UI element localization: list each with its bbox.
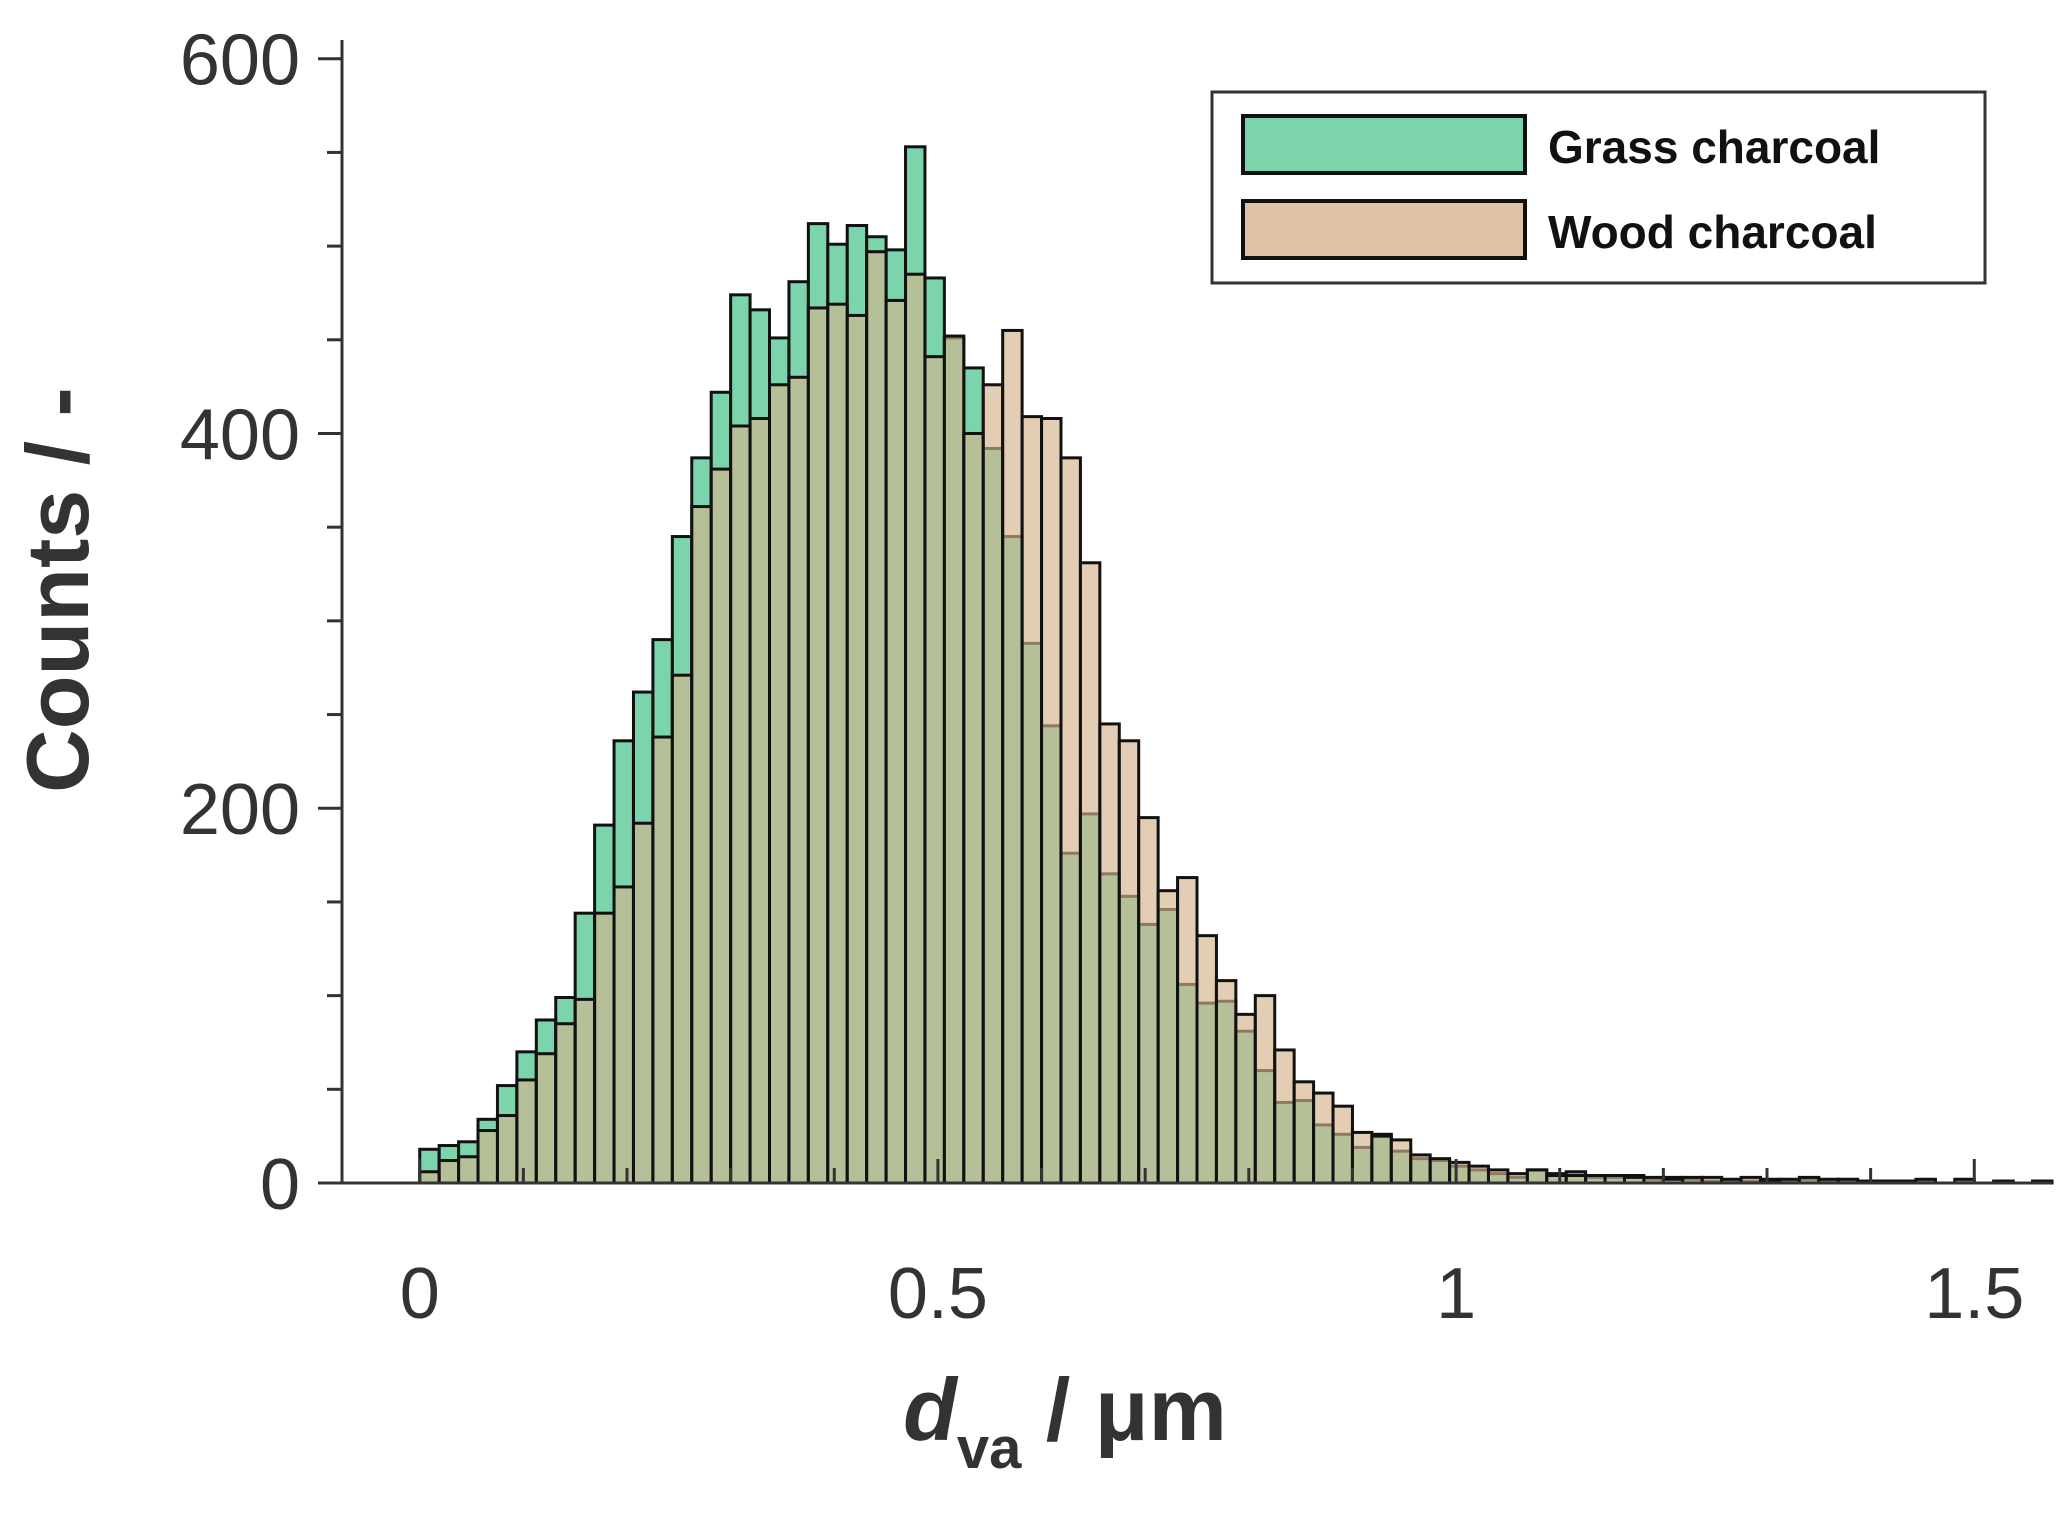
wood-bar	[826, 302, 849, 1185]
wood-bar	[942, 334, 966, 1185]
wood-bar	[962, 431, 985, 1185]
wood-bar	[1428, 1157, 1452, 1185]
wood-bar	[806, 306, 830, 1185]
wood-bar	[1312, 1091, 1335, 1185]
x-tick-label: 0	[400, 1254, 440, 1334]
x-tick-label: 1	[1436, 1254, 1476, 1334]
wood-bar	[1253, 994, 1277, 1185]
wood-bar	[1137, 816, 1160, 1185]
x-axis-title-main: d	[903, 1360, 959, 1459]
wood-bar	[593, 911, 616, 1185]
legend-swatch-wood	[1241, 199, 1527, 260]
wood-bar	[1117, 739, 1141, 1185]
wood-bar	[1370, 1134, 1393, 1185]
y-tick-label: 600	[180, 21, 300, 101]
x-tick-label: 0.5	[888, 1254, 988, 1334]
wood-bar	[1350, 1130, 1374, 1185]
wood-bar	[1098, 722, 1121, 1185]
tick-labels: 0 200 400 600 0 0.5 1 1.5	[180, 21, 2024, 1334]
y-tick-label: 0	[260, 1145, 300, 1225]
wood-bar	[1467, 1164, 1490, 1185]
legend-label-grass: Grass charcoal	[1548, 121, 1880, 173]
wood-bar	[651, 735, 674, 1185]
wood-bar	[1059, 456, 1082, 1185]
legend-label-wood: Wood charcoal	[1548, 206, 1877, 258]
axes	[318, 40, 2052, 1185]
x-tick-label: 1.5	[1924, 1254, 2024, 1334]
x-axis-title-subscript: va	[957, 1416, 1022, 1481]
wood-bar	[1331, 1104, 1354, 1185]
wood-bar	[1078, 561, 1102, 1185]
wood-bar	[845, 313, 869, 1185]
wood-bar	[573, 997, 597, 1185]
wood-bar	[1176, 876, 1199, 1185]
wood-bar	[709, 467, 733, 1185]
wood-bar	[865, 250, 888, 1185]
wood-bar	[904, 272, 927, 1185]
wood-bar	[476, 1129, 499, 1185]
wood-bar	[768, 383, 791, 1185]
wood-bar	[690, 505, 713, 1185]
legend-swatch-grass	[1241, 114, 1527, 175]
wood-bar	[1486, 1168, 1510, 1185]
x-axis-title-unit: / μm	[1021, 1360, 1226, 1459]
wood-bar	[884, 298, 908, 1185]
wood-bar	[1448, 1160, 1471, 1185]
wood-bar	[1020, 415, 1044, 1185]
wood-bar	[554, 1022, 577, 1185]
wood-bar	[748, 417, 771, 1185]
wood-bar	[1273, 1048, 1296, 1185]
wood-bar	[437, 1159, 461, 1185]
wood-bar	[1214, 979, 1238, 1185]
wood-bar	[612, 885, 635, 1185]
wood-bar	[981, 383, 1005, 1185]
wood-bar	[631, 821, 655, 1185]
x-axis-title: dva / μm	[903, 1360, 1227, 1481]
wood-bar	[457, 1155, 480, 1185]
wood-bar	[1525, 1168, 1549, 1185]
wood-bar	[1195, 934, 1218, 1185]
wood-bar	[418, 1170, 441, 1185]
wood-bar	[534, 1052, 558, 1185]
wood-bar	[1409, 1153, 1432, 1185]
wood-bar	[1001, 328, 1024, 1185]
wood-bar	[1040, 417, 1063, 1185]
wood-bar	[1234, 1012, 1257, 1185]
wood-bar	[1389, 1138, 1413, 1185]
wood-bar	[923, 355, 946, 1185]
wood-bar	[1292, 1080, 1316, 1185]
legend: Grass charcoal Wood charcoal	[1210, 90, 1987, 285]
wood-bar	[670, 673, 694, 1185]
y-tick-label: 400	[180, 395, 300, 475]
wood-bar	[495, 1114, 519, 1185]
wood-bar	[729, 424, 752, 1185]
y-axis-title: Counts / -	[8, 387, 107, 793]
wood-bar	[515, 1078, 538, 1185]
y-tick-label: 200	[180, 770, 300, 850]
wood-bar	[787, 375, 810, 1185]
wood-bar	[1156, 889, 1180, 1185]
